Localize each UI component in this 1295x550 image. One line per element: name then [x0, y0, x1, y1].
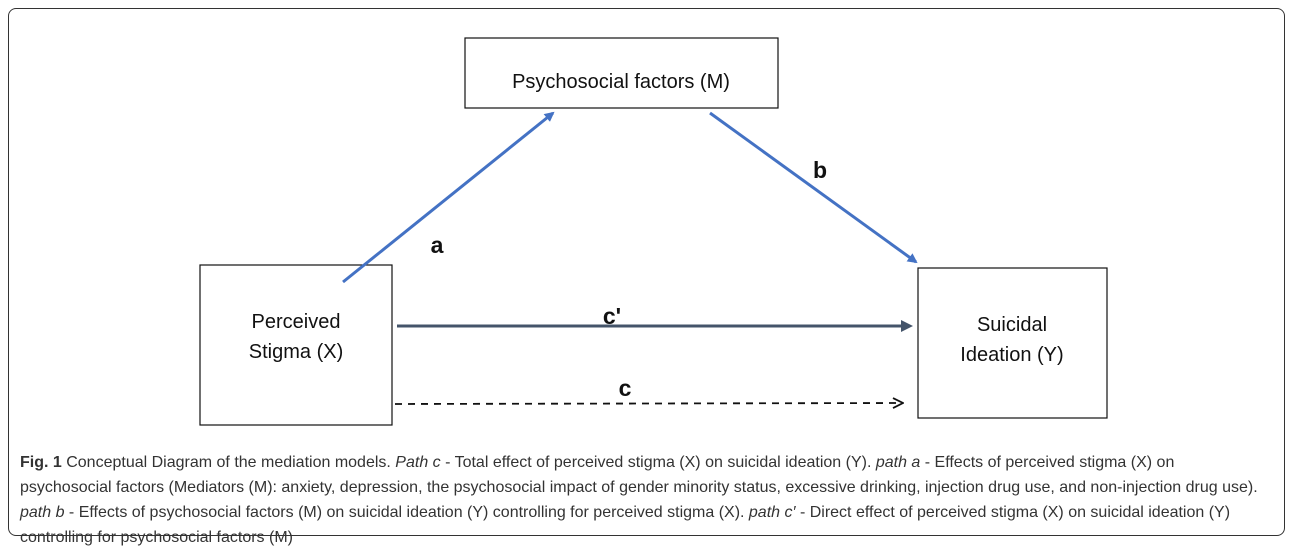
node-label: Psychosocial factors (M) — [512, 71, 730, 93]
node-label: Suicidal — [977, 314, 1047, 336]
node-box — [199, 264, 393, 426]
caption-text: Path c — [395, 454, 441, 471]
caption: Fig. 1 Conceptual Diagram of the mediati… — [20, 450, 1265, 550]
node-label: Stigma (X) — [249, 341, 343, 363]
caption-text: - Direct effect of perceived stigma (X) … — [20, 504, 1231, 546]
caption-label: Fig. 1 — [20, 454, 62, 471]
caption-text: path a — [875, 454, 921, 471]
caption-text: path b — [20, 504, 65, 521]
node-box — [464, 37, 779, 109]
caption-text: path c′ — [748, 504, 796, 521]
caption-text: - Effects of psychosocial factors (M) on… — [64, 504, 749, 521]
edge-label: c — [619, 375, 632, 401]
node-label: Ideation (Y) — [960, 344, 1063, 366]
dashed-arrow — [394, 403, 903, 404]
node-box — [917, 267, 1108, 419]
figure-frame — [8, 8, 1285, 536]
arrow — [342, 111, 555, 284]
caption-text: - Total effect of perceived stigma (X) o… — [440, 454, 876, 471]
arrow — [709, 111, 918, 264]
caption-text: Conceptual Diagram of the mediation mode… — [61, 454, 396, 471]
caption-text: - Effects of perceived stigma (X) on psy… — [20, 454, 1258, 496]
edge-label: c' — [603, 303, 621, 329]
edge-label: a — [431, 232, 444, 258]
node-label: Perceived — [252, 311, 341, 333]
diagram: Psychosocial factors (M) Perceived Stigm… — [199, 37, 1108, 426]
edge-label: b — [813, 157, 827, 183]
